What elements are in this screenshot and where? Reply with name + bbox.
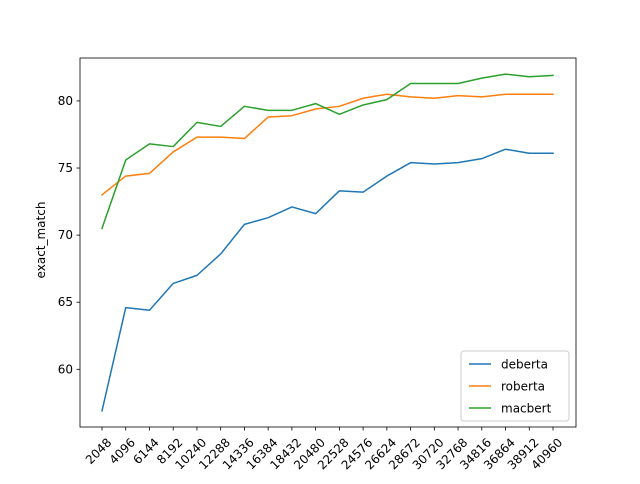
y-tick-label: 80 [58,94,73,108]
y-tick-label: 75 [58,161,73,175]
x-tick-label: 6144 [130,435,161,466]
y-tick-label: 60 [58,362,73,376]
y-tick-label: 70 [58,228,73,242]
x-tick-label: 2048 [83,435,114,466]
x-tick-label: 4096 [107,435,138,466]
legend-label-deberta: deberta [501,358,548,372]
legend-label-roberta: roberta [501,380,545,394]
legend: deberta roberta macbert [461,351,569,421]
legend-label-macbert: macbert [501,402,552,416]
y-tick-label: 65 [58,295,73,309]
y-axis-label: exact_match [34,202,48,279]
